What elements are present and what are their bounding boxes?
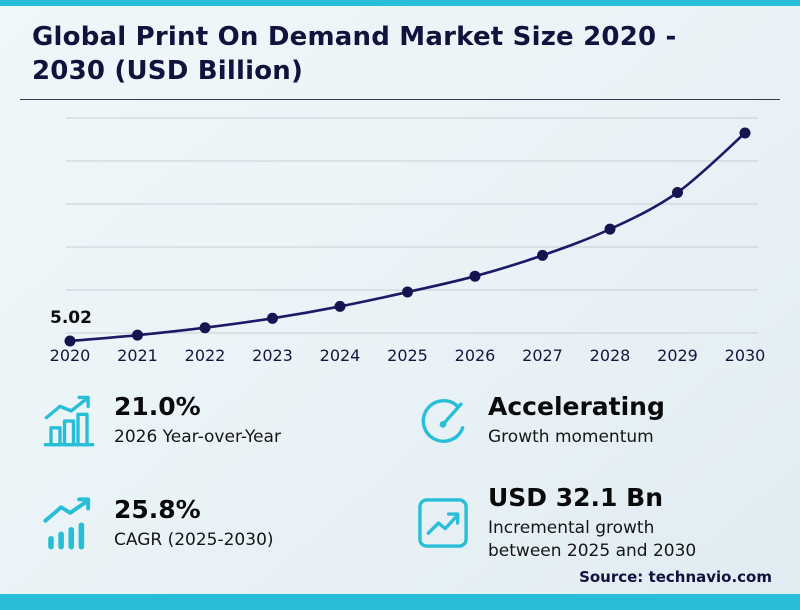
x-axis-label: 2028 [589,346,631,365]
data-point-marker [402,286,413,298]
stat-value: 21.0% [114,392,201,421]
page-title-line2: 2030 (USD Billion) [32,56,304,86]
stat-card-yoy: 21.0% 2026 Year-over-Year [42,392,392,449]
data-point-marker [604,223,616,235]
x-axis-label: 2020 [49,346,91,365]
stat-text: Accelerating Growth momentum [488,392,665,449]
stat-label: Incremental growth between 2025 and 2030 [488,518,697,561]
data-point-marker [469,270,481,282]
bar-chart-growth-icon [42,394,96,448]
stat-value: USD 32.1 Bn [488,483,663,512]
chart-line [69,132,746,343]
stat-label: Growth momentum [488,427,654,447]
stat-card-cagr: 25.8% CAGR (2025-2030) [42,483,392,563]
data-point-marker [132,329,143,341]
stat-label: 2026 Year-over-Year [114,427,281,447]
data-point-marker [739,127,751,139]
x-axis-label: 2024 [319,346,361,365]
x-axis: 2020 2021 2022 2023 2024 2025 2026 2027 2028 2029… [37,346,778,365]
stat-label: CAGR (2025-2030) [114,529,274,550]
stat-card-momentum: Accelerating Growth momentum [416,392,766,449]
page-title: Global Print On Demand Market Size 2020 … [32,20,772,88]
stats-grid: 21.0% 2026 Year-over-Year Accelerating G… [42,392,766,563]
x-axis-label: 2021 [117,346,158,365]
x-axis-label: 2022 [184,346,226,365]
stat-value: 25.8% [114,494,201,524]
x-axis-label: 2023 [252,346,293,365]
title-divider [20,99,780,100]
source-credit: Source: technavio.com [579,568,772,586]
data-point-marker [334,300,346,312]
stat-text: 21.0% 2026 Year-over-Year [114,392,281,449]
speedometer-icon [416,394,470,448]
bottom-accent-bar [0,594,800,610]
first-point-label: 5.02 [50,308,92,328]
x-axis-label: 2026 [454,346,496,365]
stat-text: 25.8% CAGR (2025-2030) [114,495,274,552]
chart-canvas [64,117,758,347]
trend-up-bars-icon [42,496,96,550]
data-point-marker [267,312,278,324]
page-title-line1: Global Print On Demand Market Size 2020 … [32,22,677,52]
chart-upward-square-icon [416,496,470,550]
x-axis-label: 2027 [522,346,563,365]
x-axis-label: 2025 [387,346,428,365]
stat-card-incremental: USD 32.1 Bn Incremental growth between 2… [416,483,766,563]
data-point-marker [64,335,76,347]
data-point-marker [537,249,548,261]
data-point-marker [672,186,683,198]
market-size-line-chart [0,105,800,355]
stat-value: Accelerating [488,392,665,421]
x-axis-label: 2029 [657,346,698,365]
top-accent-bar [0,0,800,6]
x-axis-label: 2030 [724,346,766,365]
data-point-marker [199,322,211,334]
stat-text: USD 32.1 Bn Incremental growth between 2… [488,483,723,563]
